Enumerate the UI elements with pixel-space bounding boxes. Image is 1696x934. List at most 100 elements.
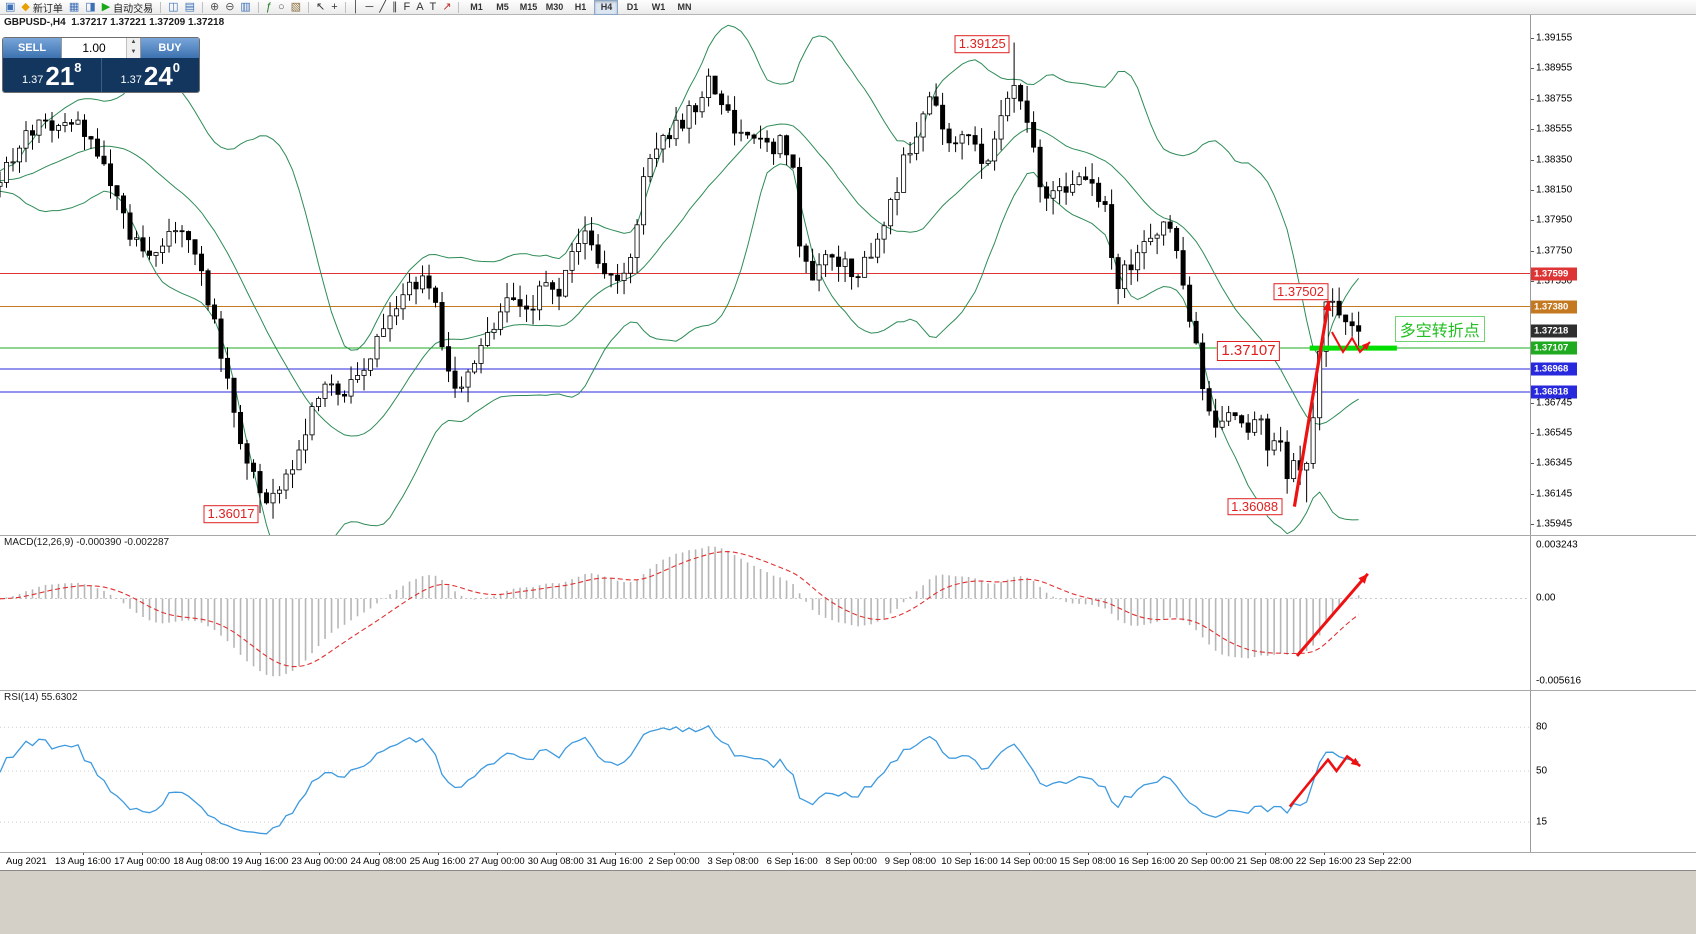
timeframe-m1-button[interactable]: M1 xyxy=(470,1,483,12)
price-axis-tick xyxy=(1531,220,1534,222)
timeframe-m15-button[interactable]: M15 xyxy=(519,1,538,12)
indicators-icon[interactable]: ƒ xyxy=(264,1,274,14)
volume-input[interactable]: 1.00 ▲ ▼ xyxy=(61,38,141,58)
price-axis-label: 1.36545 xyxy=(1536,427,1573,439)
price-callout-label: 1.39125 xyxy=(954,35,1010,53)
navigator-icon[interactable]: ◨ xyxy=(83,1,97,14)
text-label-icon[interactable]: T xyxy=(428,1,439,14)
price-axis-label: 1.38755 xyxy=(1536,93,1573,105)
price-axis-tick xyxy=(1531,524,1534,525)
price-axis-label: 1.38350 xyxy=(1536,154,1573,166)
price-callout-label: 1.36017 xyxy=(203,505,259,523)
panel-splitter[interactable] xyxy=(0,690,1696,691)
vertical-line-icon-icon: │ xyxy=(352,0,360,13)
profiles-icon[interactable]: ▤ xyxy=(183,1,197,14)
arrows-icon[interactable]: ↗ xyxy=(440,1,453,14)
price-line-label: 1.37107 xyxy=(1531,341,1577,355)
crosshair-icon[interactable]: + xyxy=(329,1,339,14)
price-axis-label: 1.38150 xyxy=(1536,184,1573,196)
time-axis-tick xyxy=(1265,852,1266,855)
timeframe-m5-button[interactable]: M5 xyxy=(496,1,509,12)
time-axis-tick xyxy=(733,852,735,855)
templates-icon[interactable]: ▧ xyxy=(289,1,303,14)
price-axis[interactable]: 1.39155 1.38955 1.38755 1.38555 1.38350 1.381… xyxy=(1530,15,1696,535)
time-axis-label: 25 Aug 16:00 xyxy=(409,856,466,867)
time-axis-tick xyxy=(142,852,144,855)
fibonacci-icon[interactable]: F xyxy=(401,1,412,14)
vertical-line-icon[interactable]: │ xyxy=(351,1,362,14)
trendline-icon[interactable]: ╱ xyxy=(377,1,388,14)
time-axis-label: 6 Sep 16:00 xyxy=(766,856,818,867)
new-chart-icon-icon: ◫ xyxy=(168,0,179,13)
new-order-button-icon: ◆ xyxy=(21,0,30,13)
timeframe-w1-button[interactable]: W1 xyxy=(651,1,666,12)
price-axis-tick xyxy=(1531,68,1534,70)
time-axis-label: 18 Aug 08:00 xyxy=(173,856,230,867)
cursor-icon[interactable]: ↖ xyxy=(314,1,327,14)
spinner-up-icon[interactable]: ▲ xyxy=(127,38,140,48)
volume-spinner[interactable]: ▲ ▼ xyxy=(126,38,140,58)
periods-icon[interactable]: ○ xyxy=(276,1,287,14)
buy-price-big: 24 xyxy=(143,61,173,91)
main-chart-panel[interactable]: GBPUSD-,H4 1.37217 1.37221 1.37209 1.372… xyxy=(0,15,1696,535)
time-axis-tick xyxy=(496,852,498,855)
time-axis-tick xyxy=(851,852,853,855)
buy-button[interactable]: BUY xyxy=(141,38,199,58)
timeframe-h4-button[interactable]: H4 xyxy=(594,0,619,15)
price-axis-label: 1.37950 xyxy=(1536,214,1573,226)
sell-price[interactable]: 1.37 21 8 xyxy=(3,58,101,92)
turning-point-note: 多空转折点 xyxy=(1394,316,1485,343)
horizontal-line-icon[interactable]: ─ xyxy=(364,1,376,14)
rsi-panel[interactable]: RSI(14) 55.6302 80 50 15 xyxy=(0,690,1696,852)
timeframe-d1-button[interactable]: D1 xyxy=(626,1,639,12)
time-axis-tick xyxy=(614,852,616,855)
one-click-trading-panel: SELL 1.00 ▲ ▼ BUY 1.37 21 8 xyxy=(2,37,200,93)
time-axis[interactable]: Aug 2021 13 Aug 16:00 17 Aug 00:00 18 Aug 0… xyxy=(0,852,1696,870)
buy-price[interactable]: 1.37 24 0 xyxy=(102,58,200,92)
time-axis-label: 27 Aug 00:00 xyxy=(468,856,525,867)
price-line-label: 1.37599 xyxy=(1531,267,1577,281)
sell-price-sup: 8 xyxy=(74,60,82,75)
chart-window-icon-icon: ▣ xyxy=(5,0,16,13)
price-axis-label: 1.38555 xyxy=(1536,123,1573,135)
time-axis-label: 16 Sep 16:00 xyxy=(1118,856,1176,867)
zoom-out-icon[interactable]: ⊖ xyxy=(223,1,236,14)
tile-windows-icon[interactable]: ▥ xyxy=(238,1,252,14)
time-axis-label: 31 Aug 16:00 xyxy=(586,856,643,867)
panel-splitter[interactable] xyxy=(0,535,1696,536)
rsi-chart xyxy=(0,724,1530,835)
time-axis-label: 23 Sep 22:00 xyxy=(1354,856,1412,867)
macd-title: MACD(12,26,9) -0.000390 -0.002287 xyxy=(4,537,170,548)
autotrading-button-label: 自动交易 xyxy=(113,3,154,15)
price-axis-tick xyxy=(1531,463,1534,465)
sell-button[interactable]: SELL xyxy=(3,38,61,58)
autotrading-button[interactable]: ▶ 自动交易 xyxy=(100,1,155,15)
new-order-button[interactable]: ◆ 新订单 xyxy=(19,0,64,15)
macd-axis-label: -0.005616 xyxy=(1536,675,1582,687)
toolbar-separator xyxy=(344,1,346,13)
price-axis-tick xyxy=(1531,281,1534,282)
zoom-in-icon[interactable]: ⊕ xyxy=(208,1,221,14)
toolbar-separator xyxy=(160,1,162,13)
text-icon[interactable]: A xyxy=(414,1,425,14)
channel-icon[interactable]: ∥ xyxy=(390,1,400,14)
crosshair-icon-icon: + xyxy=(331,0,338,13)
timeframe-m30-button[interactable]: M30 xyxy=(545,1,564,12)
macd-panel[interactable]: MACD(12,26,9) -0.000390 -0.002287 0.0032… xyxy=(0,535,1696,690)
timeframe-h1-button[interactable]: H1 xyxy=(574,1,587,12)
timeframe-mn-button[interactable]: MN xyxy=(677,1,692,12)
chart-window-icon[interactable]: ▣ xyxy=(3,1,17,14)
spinner-down-icon[interactable]: ▼ xyxy=(127,48,140,58)
time-axis-label: 13 Aug 16:00 xyxy=(55,856,111,867)
time-axis-tick xyxy=(1383,852,1385,855)
price-axis-label: 1.38955 xyxy=(1536,62,1573,74)
time-axis-label: Aug 2021 xyxy=(6,856,47,867)
macd-axis-label: 0.003243 xyxy=(1536,539,1578,551)
zoom-in-icon-icon: ⊕ xyxy=(209,0,220,13)
profiles-icon-icon: ▤ xyxy=(184,0,195,13)
new-chart-icon[interactable]: ◫ xyxy=(166,1,180,14)
time-axis-label: 17 Aug 00:00 xyxy=(114,856,171,867)
market-watch-icon[interactable]: ▦ xyxy=(67,1,81,14)
new-order-button-label: 新订单 xyxy=(32,3,63,15)
time-axis-tick xyxy=(201,852,203,855)
